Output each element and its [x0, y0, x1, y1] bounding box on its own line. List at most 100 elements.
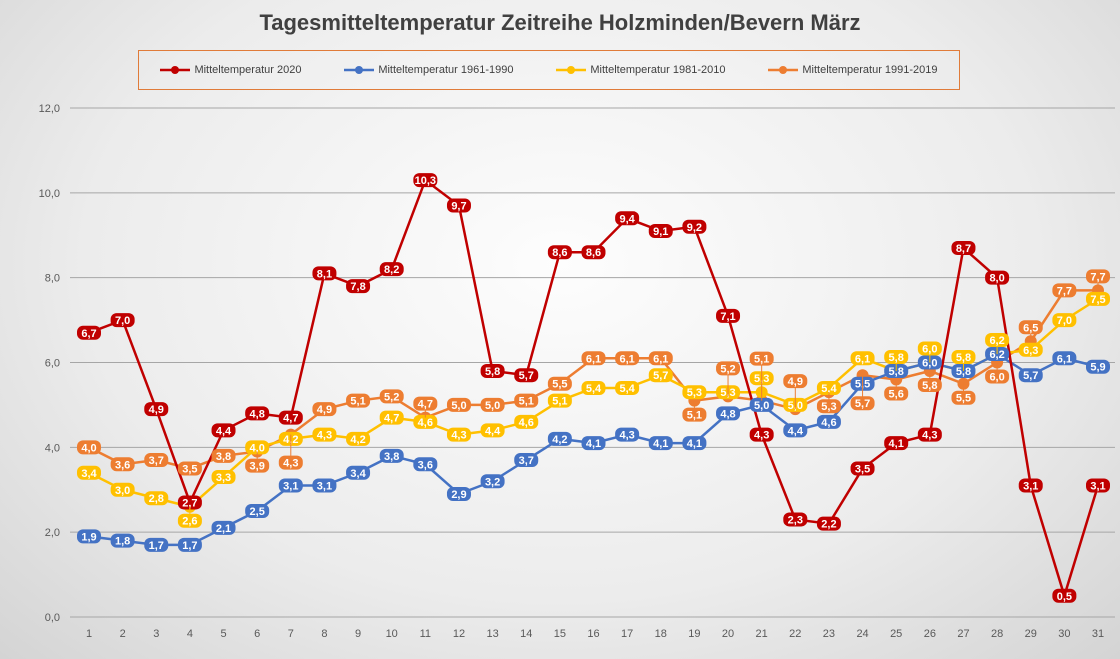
data-label-bg [816, 516, 841, 531]
data-label: 4,3 [312, 427, 337, 442]
data-label-text: 5,4 [821, 383, 837, 395]
data-label-text: 5,8 [956, 366, 971, 378]
x-tick-label: 18 [655, 628, 667, 640]
data-label-text: 5,1 [519, 396, 534, 408]
data-label-bg [783, 512, 808, 527]
data-label-text: 5,2 [384, 391, 399, 403]
data-label-bg [682, 407, 707, 422]
data-label-text: 7,0 [115, 315, 130, 327]
data-label-bg [1086, 291, 1110, 306]
data-label-text: 7,5 [1090, 294, 1105, 306]
data-label-bg [177, 537, 202, 552]
data-label: 8,1 [312, 266, 337, 281]
data-label-bg [783, 423, 808, 438]
data-label-text: 5,0 [485, 400, 500, 412]
legend-marker-icon [344, 66, 375, 74]
data-label-text: 6,5 [1023, 322, 1038, 334]
data-label-text: 4,7 [384, 413, 399, 425]
data-label-bg [951, 240, 976, 255]
data-label-bg [951, 390, 976, 405]
data-label: 6,5 [1018, 320, 1043, 342]
data-label: 4,1 [581, 436, 606, 451]
data-label: 4,4 [783, 423, 808, 438]
data-label: 8,7 [951, 240, 976, 255]
x-tick-label: 24 [856, 628, 868, 640]
data-label-text: 4,6 [418, 417, 433, 429]
y-tick-label: 4,0 [45, 442, 60, 454]
data-label: 3,8 [211, 448, 236, 463]
data-labels: 6,7 7,0 4,9 2,7 4,4 4,8 4,7 8,1 7,8 8,2 10,3 9,7 5,8… [77, 173, 1110, 603]
data-label-text: 6,0 [922, 344, 937, 356]
series-path [88, 297, 1099, 509]
data-label-bg [110, 457, 135, 472]
data-label: 2,3 [783, 512, 808, 527]
data-label: 9,7 [446, 198, 471, 213]
data-label-bg [1052, 351, 1077, 366]
y-tick-label: 10,0 [39, 188, 60, 200]
data-label-bg [716, 361, 741, 376]
data-label-text: 4,1 [687, 438, 702, 450]
data-label-bg [816, 414, 841, 429]
data-label: 5,1 [346, 393, 371, 408]
data-label-text: 4,3 [283, 458, 298, 470]
data-label: 5,0 [749, 397, 774, 412]
x-tick-label: 11 [420, 628, 431, 640]
data-label-bg [648, 224, 673, 239]
data-label: 4,2 [547, 431, 572, 446]
data-label: 4,8 [245, 406, 270, 421]
data-label-text: 3,6 [115, 459, 130, 471]
data-label: 7,7 [1086, 269, 1110, 291]
x-tick-label: 12 [453, 628, 465, 640]
data-label: 6,3 [1018, 342, 1043, 357]
data-label-text: 5,8 [889, 352, 904, 364]
data-label-bg [985, 270, 1010, 285]
data-label: 6,1 [1052, 351, 1077, 366]
data-label-text: 9,2 [687, 222, 702, 234]
data-label: 4,6 [816, 414, 841, 429]
data-label-text: 3,4 [350, 468, 366, 480]
data-label-bg [144, 402, 169, 417]
data-label-bg [312, 478, 337, 493]
data-label-text: 6,7 [81, 328, 96, 340]
data-label-text: 6,0 [922, 358, 937, 370]
data-label-text: 4,3 [451, 430, 466, 442]
data-label-bg [413, 173, 438, 188]
data-label: 2,9 [446, 486, 471, 501]
data-label-text: 5,5 [552, 379, 567, 391]
data-label-text: 4,4 [216, 425, 232, 437]
data-label-text: 5,4 [586, 383, 602, 395]
data-label: 5,7 [514, 368, 539, 383]
y-tick-label: 8,0 [45, 273, 60, 285]
x-tick-label: 27 [957, 628, 969, 640]
data-label-text: 2,3 [788, 514, 803, 526]
data-label-text: 1,7 [182, 540, 197, 552]
data-label: 4,3 [615, 427, 640, 442]
data-label-bg [413, 457, 438, 472]
data-label-bg [312, 427, 337, 442]
data-label-bg [446, 427, 471, 442]
data-label: 6,1 [850, 351, 875, 366]
data-label: 4,3 [749, 427, 774, 442]
data-label: 3,6 [413, 457, 438, 472]
chart-title: Tagesmitteltemperatur Zeitreihe Holzmind… [259, 10, 861, 35]
data-label: 4,3 [446, 427, 471, 442]
data-label-text: 4,0 [81, 442, 96, 454]
data-label-text: 1,8 [115, 536, 130, 548]
data-label-bg [245, 440, 270, 455]
legend-label: Mitteltemperatur 1961-1990 [378, 64, 514, 76]
data-label-text: 3,1 [1090, 481, 1105, 493]
legend-item: Mitteltemperatur 1961-1990 [344, 64, 513, 76]
data-label: 6,2 [985, 333, 1010, 355]
data-label-bg [581, 380, 606, 395]
data-label: 5,7 [850, 375, 875, 411]
x-tick-label: 29 [1025, 628, 1037, 640]
data-label: 4,8 [716, 406, 741, 421]
x-tick-label: 8 [321, 628, 327, 640]
data-label: 4,7 [379, 410, 404, 425]
data-label-text: 9,1 [653, 226, 668, 238]
data-label-bg [884, 386, 909, 401]
data-label-text: 6,1 [586, 353, 601, 365]
data-label: 3,4 [77, 465, 101, 480]
data-label-text: 6,2 [989, 335, 1004, 347]
data-label: 5,0 [446, 397, 471, 412]
